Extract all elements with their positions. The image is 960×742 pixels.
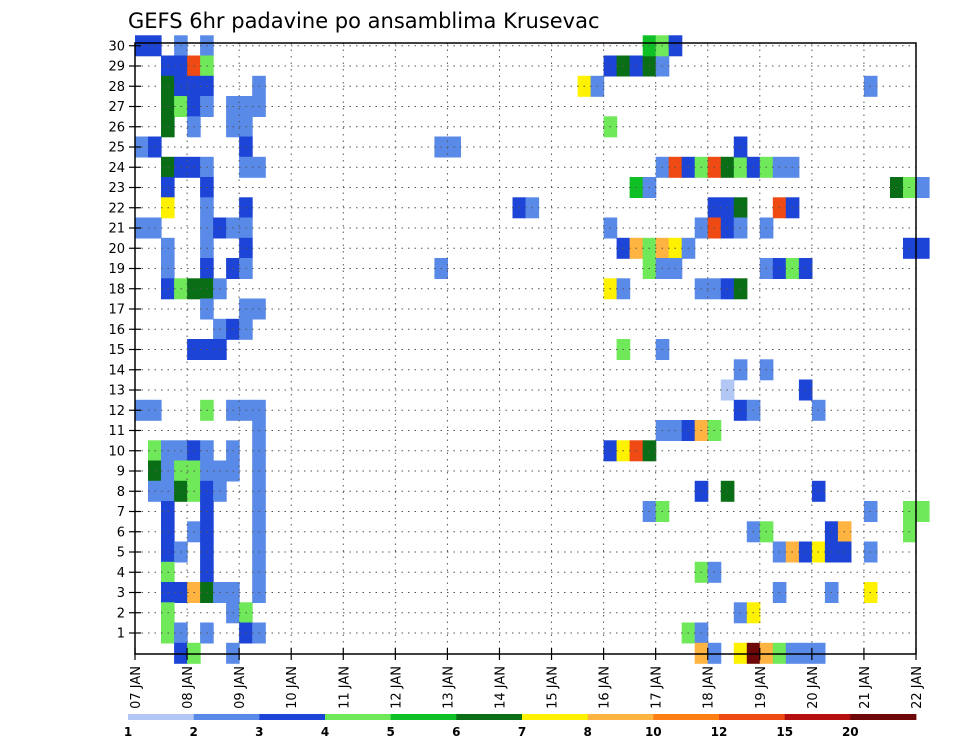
- chart-title: GEFS 6hr padavine po ansamblima Krusevac: [128, 9, 600, 33]
- colorbar-label: 3: [255, 725, 263, 739]
- colorbar-label: 6: [452, 725, 460, 739]
- y-tick-label: 21: [108, 222, 125, 237]
- y-tick-label: 5: [117, 546, 125, 561]
- precip-cell: [916, 237, 930, 259]
- colorbar-label: 1: [124, 725, 132, 739]
- colorbar-swatch: [522, 714, 589, 720]
- y-tick-label: 4: [117, 566, 125, 581]
- x-tick-label: 13 JAN: [441, 666, 456, 709]
- x-tick-label: 08 JAN: [181, 666, 196, 709]
- y-tick-label: 18: [108, 282, 125, 297]
- x-axis: 07 JAN 08 JAN 09 JAN 10 JAN 11 JAN 12 JAN 13 J…: [129, 648, 925, 709]
- colorbar-swatch: [850, 714, 917, 720]
- x-tick-label: 19 JAN: [754, 666, 769, 709]
- colorbar-label: 12: [711, 725, 728, 739]
- x-tick-label: 09 JAN: [233, 666, 248, 709]
- y-tick-label: 24: [108, 161, 125, 176]
- y-tick-label: 3: [117, 586, 125, 601]
- colorbar-label: 7: [518, 725, 526, 739]
- y-tick-label: 26: [108, 120, 125, 135]
- y-tick-label: 20: [108, 242, 125, 257]
- y-tick-label: 30: [108, 39, 125, 54]
- y-tick-label: 15: [108, 343, 125, 358]
- y-tick-label: 11: [108, 424, 125, 439]
- precip-cell: [916, 501, 930, 522]
- y-tick-label: 8: [117, 485, 125, 500]
- y-tick-label: 29: [108, 60, 125, 75]
- x-tick-label: 10 JAN: [285, 666, 300, 709]
- colorbar-swatch: [653, 714, 720, 720]
- x-tick-label: 17 JAN: [650, 666, 665, 709]
- y-tick-label: 1: [117, 627, 125, 642]
- colorbar-swatch: [259, 714, 326, 720]
- y-tick-label: 25: [108, 141, 125, 156]
- y-tick-label: 28: [108, 80, 125, 95]
- y-tick-label: 14: [108, 363, 125, 378]
- x-tick-label: 15 JAN: [546, 666, 561, 709]
- x-tick-label: 22 JAN: [910, 666, 925, 709]
- y-tick-label: 16: [108, 323, 125, 338]
- y-tick-label: 12: [108, 404, 125, 419]
- colorbar-swatch: [456, 714, 523, 720]
- y-tick-label: 27: [108, 100, 125, 115]
- y-tick-label: 13: [108, 384, 125, 399]
- colorbar-label: 5: [387, 725, 395, 739]
- y-tick-label: 17: [108, 303, 125, 318]
- colorbar-label: 20: [842, 725, 859, 739]
- plot-frame: [134, 42, 917, 655]
- colorbar-label: 2: [190, 725, 198, 739]
- y-tick-label: 2: [117, 606, 125, 621]
- colorbar-label: 8: [584, 725, 592, 739]
- x-tick-label: 12 JAN: [389, 666, 404, 709]
- x-tick-label: 14 JAN: [493, 666, 508, 709]
- y-tick-label: 7: [117, 505, 125, 520]
- y-tick-label: 22: [108, 201, 125, 216]
- y-tick-label: 9: [117, 465, 125, 480]
- x-tick-label: 20 JAN: [806, 666, 821, 709]
- colorbar-swatch: [390, 714, 457, 720]
- colorbar-label: 15: [776, 725, 793, 739]
- y-tick-label: 6: [117, 525, 125, 540]
- colorbar-swatch: [784, 714, 851, 720]
- colorbar-swatch: [128, 714, 195, 720]
- x-tick-label: 18 JAN: [702, 666, 717, 709]
- colorbar-swatch: [325, 714, 392, 720]
- y-axis: 1234567891011121314151617181920212223242…: [108, 39, 141, 642]
- grid-lines: [135, 43, 916, 654]
- colorbar-swatch: [193, 714, 260, 720]
- x-tick-label: 07 JAN: [129, 666, 144, 709]
- y-tick-label: 23: [108, 181, 125, 196]
- x-tick-label: 16 JAN: [598, 666, 613, 709]
- x-tick-label: 11 JAN: [337, 666, 352, 709]
- x-tick-label: 21 JAN: [858, 666, 873, 709]
- y-tick-label: 10: [108, 444, 125, 459]
- colorbar-swatch: [587, 714, 654, 720]
- colorbar: 1 2 3 4 5 6 7 8 10 12 15 20: [124, 714, 917, 739]
- colorbar-label: 4: [321, 725, 329, 739]
- y-tick-label: 19: [108, 262, 125, 277]
- precip-cell: [916, 177, 930, 198]
- colorbar-label: 10: [645, 725, 662, 739]
- colorbar-swatch: [719, 714, 786, 720]
